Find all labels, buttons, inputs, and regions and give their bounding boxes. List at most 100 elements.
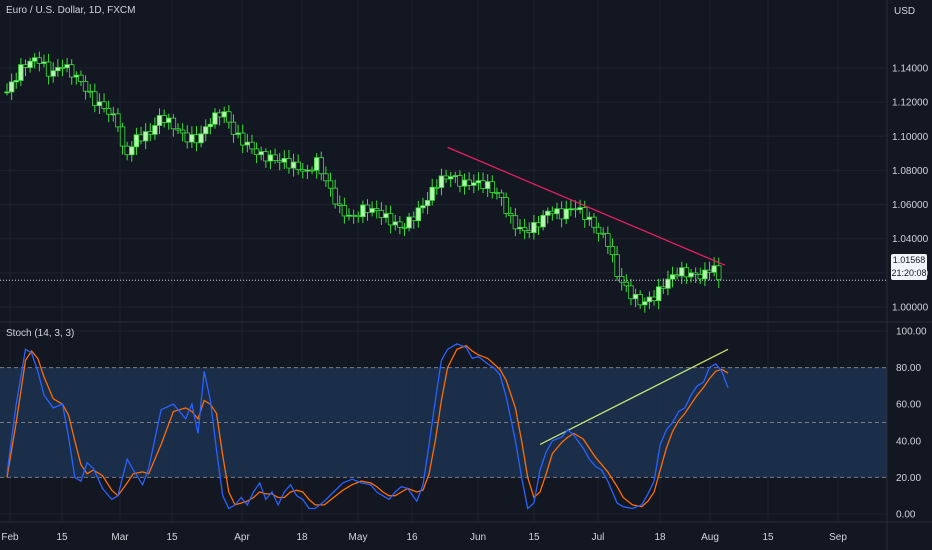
candle-body (69, 64, 75, 78)
candle-body (8, 81, 15, 93)
candle-body (286, 158, 292, 169)
candle-body (475, 180, 482, 184)
candle-body (443, 175, 449, 180)
candle-body (494, 192, 500, 194)
candle-body (161, 115, 167, 123)
candle-body (152, 125, 158, 135)
candle-body (203, 126, 209, 135)
trendlines-layer[interactable] (447, 146, 729, 446)
stoch-k-line (6, 343, 729, 510)
candle-body (411, 216, 417, 222)
candle-body (189, 134, 195, 143)
candle-body (119, 126, 126, 147)
candle-body (364, 204, 371, 213)
candle-body (461, 179, 468, 187)
candle-body (124, 145, 130, 156)
candle-body (36, 57, 43, 64)
bar-countdown: 21:20:08 (891, 268, 927, 278)
candle-body (508, 213, 514, 217)
candle-body (586, 216, 593, 220)
candle-body (660, 286, 666, 289)
time-tick-label: Sep (829, 532, 847, 543)
candle-body (281, 158, 288, 163)
candle-body (577, 207, 583, 211)
candles-layer (0, 51, 887, 313)
candle-body (378, 210, 385, 219)
candle-body (646, 296, 653, 303)
symbol-title[interactable]: Euro / U.S. Dollar, 1D, FXCM (6, 5, 136, 16)
candle-body (535, 222, 542, 228)
candle-body (637, 294, 643, 306)
candle-body (240, 132, 246, 146)
stoch-tick-label: 40.00 (896, 436, 921, 447)
candle-body (383, 213, 389, 219)
candle-body (193, 134, 200, 144)
candle-body (22, 64, 29, 68)
candle-body (683, 267, 690, 278)
candle-body (554, 208, 560, 215)
time-tick-label: Apr (234, 532, 250, 543)
candle-body (32, 57, 38, 62)
candle-body (115, 113, 121, 128)
candle-body (632, 294, 639, 300)
candle-body (642, 301, 648, 306)
candle-body (355, 214, 361, 218)
candle-body (18, 64, 24, 81)
candle-body (369, 208, 375, 213)
candle-body (59, 67, 66, 69)
candle-body (457, 175, 463, 187)
candle-body (429, 186, 435, 201)
candle-body (711, 265, 717, 273)
candle-body (313, 157, 320, 171)
candle-body (82, 81, 89, 92)
candle-body (480, 180, 486, 189)
candle-body (332, 187, 338, 205)
candle-body (572, 208, 579, 211)
candle-body (401, 226, 408, 229)
stoch-indicator-title[interactable]: Stoch (14, 3, 3) (6, 328, 75, 339)
candle-body (212, 112, 218, 125)
candle-body (184, 132, 190, 143)
candle-body (226, 111, 232, 123)
candle-body (531, 222, 537, 234)
price-tick-label: 1.08000 (892, 166, 929, 177)
candle-body (614, 254, 620, 277)
candle-body (420, 205, 426, 209)
candle-body (600, 232, 606, 235)
candle-body (101, 101, 107, 109)
time-tick-label: 18 (654, 532, 666, 543)
candle-body (605, 233, 611, 247)
candle-body (337, 203, 343, 206)
time-tick-label: 15 (166, 532, 178, 543)
candle-body (230, 121, 237, 135)
candle-body (27, 60, 33, 68)
candle-body (267, 154, 274, 162)
time-tick-label: Feb (1, 532, 19, 543)
candle-body (73, 74, 80, 78)
candle-body (623, 281, 630, 287)
candle-body (692, 272, 699, 275)
candle-body (350, 214, 357, 217)
candle-body (55, 67, 61, 72)
candle-body (45, 61, 52, 77)
candle-body (521, 226, 528, 232)
candle-body (276, 159, 283, 163)
candle-body (290, 161, 297, 169)
candle-body (706, 269, 713, 273)
price-tick-label: 1.12000 (892, 98, 929, 109)
time-tick-label: 18 (296, 532, 308, 543)
time-tick-label: 16 (406, 532, 418, 543)
candle-body (526, 230, 532, 234)
stoch-tick-label: 80.00 (896, 363, 921, 374)
candle-body (175, 128, 181, 131)
candle-body (563, 208, 569, 220)
price-tick-label: 1.14000 (892, 64, 929, 75)
candle-body (697, 274, 703, 280)
candle-body (304, 169, 311, 172)
last-price-value: 1.01568 (892, 255, 926, 265)
candle-body (216, 112, 223, 118)
candle-body (498, 192, 505, 198)
candle-body (651, 296, 657, 302)
candle-body (489, 181, 495, 193)
